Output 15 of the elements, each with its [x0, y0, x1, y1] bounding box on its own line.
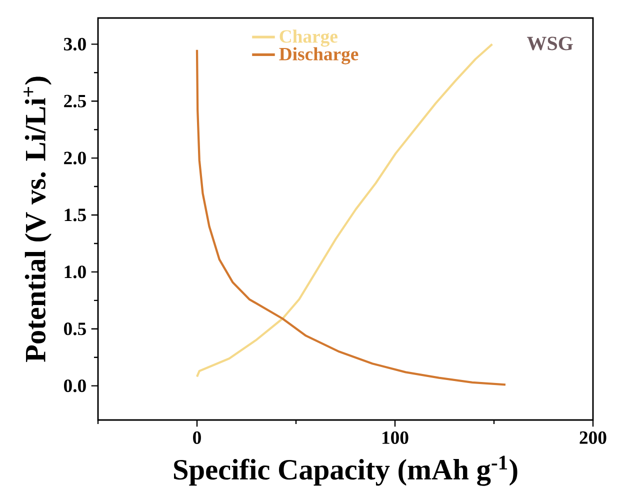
y-tick-label: 3.0 [64, 38, 86, 51]
y-tick-label: 0.5 [64, 322, 86, 336]
legend-label: Discharge [279, 47, 358, 64]
y-tick-label: 1.5 [64, 208, 86, 222]
x-tick-label: 200 [580, 431, 606, 444]
y-tick-label: 1.0 [64, 266, 86, 278]
y-tick-label: 2.5 [64, 94, 86, 108]
x-tick-label: 100 [382, 431, 408, 444]
y-tick-label: 0.0 [64, 379, 86, 392]
y-axis-title: Potential (V vs. Li/Li$^{+}$) [24, 76, 52, 362]
y-tick-label: 2.0 [64, 152, 86, 164]
legend-label: Charge [280, 30, 338, 47]
x-tick-label: 0 [193, 431, 201, 444]
x-axis-title: Specific Capacity (mAh g$^{-1}$) [174, 456, 518, 486]
annotation: WSG [527, 36, 573, 50]
